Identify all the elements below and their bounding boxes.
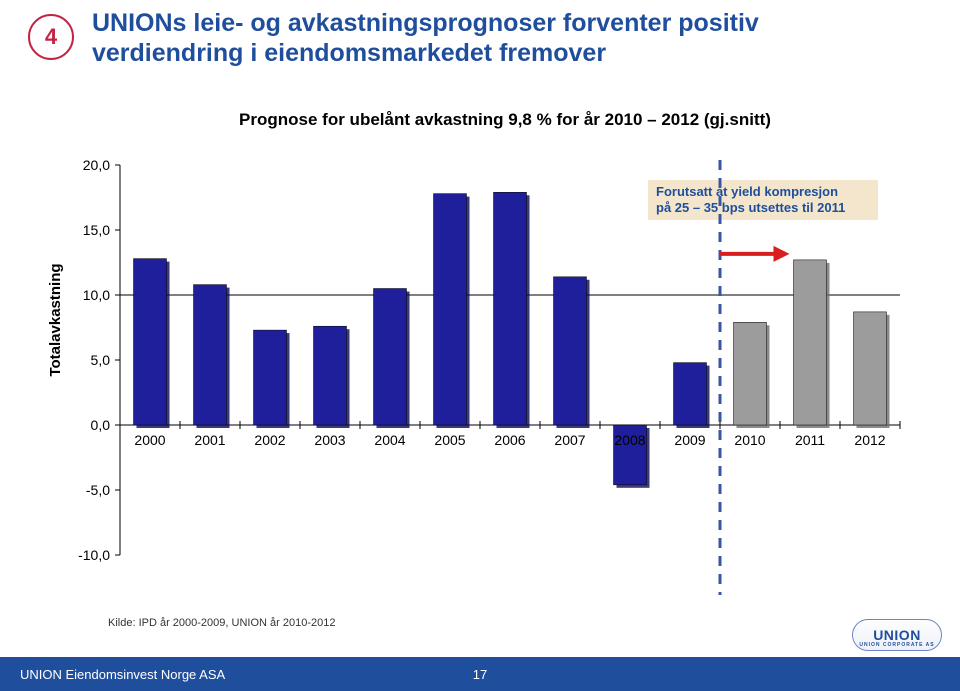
bar: [854, 312, 887, 425]
x-tick-label: 2002: [254, 432, 285, 448]
title-line-1: UNIONs leie- og avkastningsprognoser for…: [92, 8, 930, 38]
footer-company: UNION Eiendomsinvest Norge ASA: [20, 667, 225, 682]
svg-text:5,0: 5,0: [91, 352, 111, 368]
x-tick-label: 2009: [674, 432, 705, 448]
annotation-line-1: Forutsatt at yield kompresjon: [656, 184, 838, 199]
bar: [374, 289, 407, 426]
svg-text:15,0: 15,0: [83, 222, 110, 238]
x-tick-label: 2010: [734, 432, 765, 448]
x-tick-label: 2004: [374, 432, 405, 448]
bar: [194, 285, 227, 425]
x-tick-label: 2011: [795, 432, 825, 448]
x-tick-label: 2003: [314, 432, 345, 448]
footer-bar: UNION Eiendomsinvest Norge ASA 17: [0, 657, 960, 691]
x-tick-label: 2006: [494, 432, 525, 448]
x-tick-label: 2005: [434, 432, 465, 448]
arrow-head: [774, 246, 790, 262]
logo-text: UNION: [873, 627, 921, 643]
x-tick-label: 2007: [554, 432, 585, 448]
bar-chart: -10,0 -5,0 0,0 5,0 10,0 15,0 20,0 Forutsatt at …: [40, 155, 920, 595]
svg-text:0,0: 0,0: [91, 417, 111, 433]
union-logo: UNION UNION CORPORATE AS: [852, 619, 942, 651]
svg-text:-5,0: -5,0: [86, 482, 110, 498]
slide-number-badge: 4: [28, 14, 74, 60]
chart-subtitle: Prognose for ubelånt avkastning 9,8 % fo…: [170, 110, 840, 130]
bar: [674, 363, 707, 425]
x-tick-label: 2000: [134, 432, 165, 448]
logo-subtext: UNION CORPORATE AS: [859, 642, 934, 648]
svg-text:-10,0: -10,0: [78, 547, 110, 563]
x-tick-label: 2008: [614, 432, 645, 448]
bar: [554, 277, 587, 425]
bar: [134, 259, 167, 425]
svg-text:20,0: 20,0: [83, 157, 110, 173]
bar: [494, 192, 527, 425]
svg-text:10,0: 10,0: [83, 287, 110, 303]
title-line-2: verdiendring i eiendomsmarkedet fremover: [92, 38, 930, 68]
x-tick-label: 2001: [194, 432, 225, 448]
bar: [734, 322, 767, 425]
bar: [794, 260, 827, 425]
y-axis-label: Totalavkastning: [47, 263, 64, 376]
bar: [434, 194, 467, 425]
footer-page-number: 17: [473, 667, 487, 682]
slide-title: UNIONs leie- og avkastningsprognoser for…: [92, 8, 930, 68]
bar: [314, 326, 347, 425]
annotation-line-2: på 25 – 35 bps utsettes til 2011: [656, 200, 845, 215]
source-note: Kilde: IPD år 2000-2009, UNION år 2010-2…: [108, 617, 335, 629]
bar: [254, 330, 287, 425]
x-tick-label: 2012: [854, 432, 885, 448]
